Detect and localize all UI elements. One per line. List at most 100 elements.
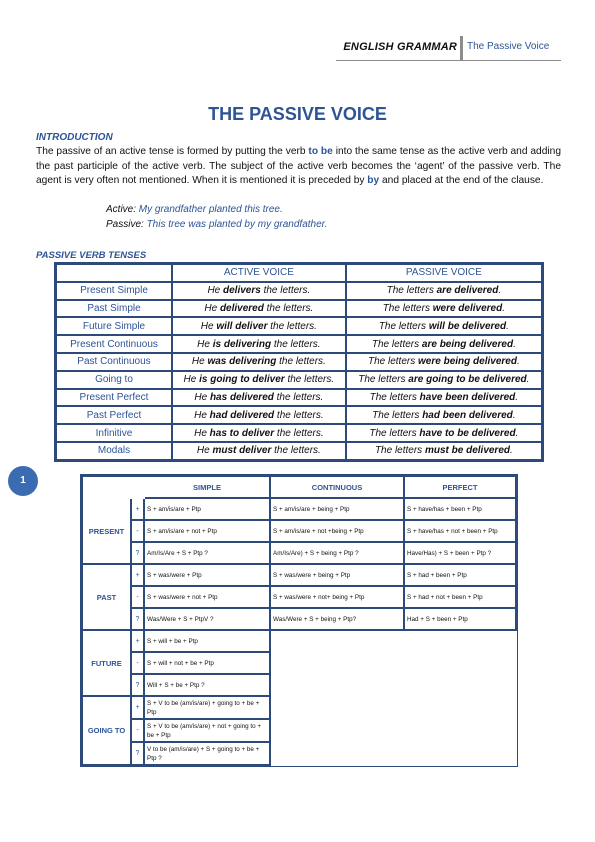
active-example: He has delivered the letters. — [173, 389, 345, 406]
active-example: He is going to deliver the letters. — [173, 371, 345, 388]
sign-cell: + — [132, 565, 143, 585]
example-active-label: Active: — [106, 204, 137, 215]
table-row: Present Simple He delivers the letters. Th… — [57, 282, 541, 299]
page-number-badge: 1 — [8, 466, 38, 496]
formula-cell: S + had + not + been + Ptp — [405, 587, 515, 607]
tense-name: Present Simple — [57, 282, 171, 299]
active-verb: is going to deliver — [199, 374, 285, 386]
passive-text: . — [513, 338, 516, 350]
intro-text-1: The passive of an active tense is formed… — [36, 146, 309, 157]
tense-name: Past Continuous — [57, 353, 171, 370]
formula-cell: S + was/were + not + Ptp — [145, 587, 269, 607]
formula-cell: S + had + been + Ptp — [405, 565, 515, 585]
formula-cell: S + have/has + been + Ptp — [405, 499, 515, 519]
formula-cell: Have/Has) + S + been + Ptp ? — [405, 543, 515, 563]
active-verb: delivers — [223, 285, 261, 297]
sign-cell: + — [132, 631, 143, 651]
table-row: Going to He is going to deliver the lette… — [57, 371, 541, 388]
passive-verb: are going to be delivered — [408, 374, 527, 386]
passive-text: The letters — [358, 374, 409, 386]
passive-example: The letters will be delivered. — [346, 318, 541, 335]
empty-cell — [271, 697, 515, 718]
sign-cell: - — [132, 587, 143, 607]
passive-text: The letters — [371, 338, 422, 350]
active-text: He — [194, 409, 210, 421]
sign-cell: - — [132, 521, 143, 541]
active-text: He — [207, 285, 223, 297]
passive-formulas-table: SIMPLE CONTINUOUS PERFECT PRESENT + S + am… — [80, 474, 518, 767]
active-text: the letters. — [271, 445, 321, 457]
passive-text: . — [526, 374, 530, 386]
formula-cell: S + am/is/are + Ptp — [145, 499, 269, 519]
active-text: the letters. — [263, 302, 314, 314]
active-verb: is delivering — [212, 338, 272, 350]
table-row: -S + will + not + be + Ptp — [83, 653, 515, 673]
tense-name: Modals — [57, 442, 171, 459]
passive-verb: have been delivered — [419, 391, 516, 403]
active-verb: has to deliver — [209, 427, 275, 439]
active-text: He — [204, 302, 220, 314]
active-verb: has delivered — [209, 391, 274, 403]
formula-cell: S + am/is/are + being + Ptp — [271, 499, 403, 519]
tense-label-past: PAST — [83, 565, 130, 629]
sign-cell: ? — [132, 743, 143, 764]
perfect-header: PERFECT — [405, 477, 515, 497]
passive-verb: had been delivered — [422, 409, 513, 421]
active-voice-header: ACTIVE VOICE — [173, 265, 345, 281]
active-text: He — [197, 338, 213, 350]
formula-cell: Was/Were + S + being + Ptp? — [271, 609, 403, 629]
tense-label-going-to: GOING TO — [83, 697, 130, 764]
passive-tenses-table: ACTIVE VOICE PASSIVE VOICE Present Simpl… — [54, 262, 544, 462]
active-text: He — [183, 374, 200, 386]
passive-text: . — [510, 445, 513, 457]
tenses-heading: PASSIVE VERB TENSES — [36, 250, 147, 261]
tense-name: Going to — [57, 371, 171, 388]
active-example: He had delivered the letters. — [173, 407, 345, 424]
sign-cell: ? — [132, 609, 143, 629]
example-passive-text: This tree was planted by my grandfather. — [146, 219, 328, 230]
header-divider — [460, 36, 463, 60]
formula-cell: Am/Is/Are) + S + being + Ptp ? — [271, 543, 403, 563]
intro-text-2: into the same tense as the active verb a… — [36, 146, 561, 186]
formula-cell: S + V to be (am/is/are) + not + going to… — [145, 720, 269, 741]
active-text: He — [194, 391, 210, 403]
intro-heading: INTRODUCTION — [36, 132, 113, 143]
table-row: Present Continuous He is delivering the l… — [57, 336, 541, 352]
passive-text: The letters — [372, 409, 423, 421]
table-row: Past Simple He delivered the letters. The … — [57, 300, 541, 317]
active-example: He is delivering the letters. — [173, 336, 345, 352]
formula-cell: V to be (am/is/are) + S + going to + be … — [145, 743, 269, 764]
passive-verb: were delivered — [432, 302, 503, 314]
tense-name: Past Perfect — [57, 407, 171, 424]
active-text: the letters. — [273, 391, 324, 403]
passive-text: The letters — [367, 356, 419, 368]
example-passive: Passive: This tree was planted by my gra… — [106, 219, 327, 230]
formula-cell: S + have/has + not + been + Ptp — [405, 521, 515, 541]
passive-text: The letters — [369, 427, 420, 439]
continuous-header: CONTINUOUS — [271, 477, 403, 497]
empty-cell — [271, 743, 515, 764]
sign-cell: + — [132, 697, 143, 718]
simple-header: SIMPLE — [145, 477, 269, 497]
active-text: the letters. — [260, 285, 311, 297]
passive-text: The letters — [369, 391, 420, 403]
page-title: THE PASSIVE VOICE — [208, 104, 387, 124]
passive-example: The letters are going to be delivered. — [346, 371, 541, 388]
table-row: Present Perfect He has delivered the lett… — [57, 389, 541, 406]
intro-text-3: and placed at the end of the clause. — [379, 175, 544, 186]
table-header-row: SIMPLE CONTINUOUS PERFECT — [83, 477, 515, 497]
formula-cell: S + will + be + Ptp — [145, 631, 269, 651]
tense-name: Present Perfect — [57, 389, 171, 406]
chapter-title: The Passive Voice — [467, 41, 550, 52]
table-corner — [83, 477, 143, 497]
passive-example: The letters were delivered. — [346, 300, 541, 317]
active-text: the letters. — [274, 427, 324, 439]
active-text: the letters. — [274, 409, 324, 421]
table-row: -S + was/were + not + Ptp S + was/were + … — [83, 587, 515, 607]
tense-name: Present Continuous — [57, 336, 171, 352]
example-active-text: My grandfather planted this tree. — [138, 204, 283, 215]
empty-cell — [271, 675, 515, 695]
passive-text: . — [515, 391, 519, 403]
table-row: -S + V to be (am/is/are) + not + going t… — [83, 720, 515, 741]
active-verb: had delivered — [209, 409, 275, 421]
